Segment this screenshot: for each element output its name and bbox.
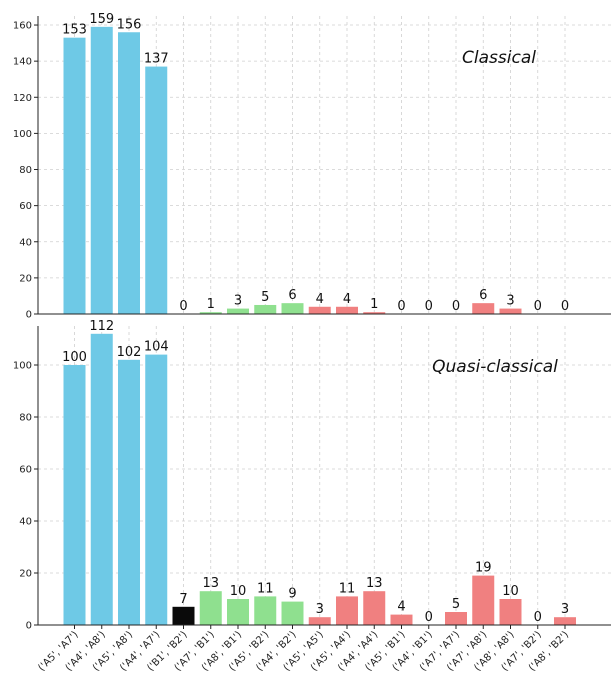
bar-value-label: 10	[502, 584, 519, 599]
y-tick-label: 100	[13, 361, 32, 372]
x-axis-tick-labels: ('A5', 'A7')('A4', 'A8')('A5', 'A8')('A4…	[36, 625, 571, 674]
bar-value-label: 13	[202, 576, 219, 591]
y-tick-label: 40	[19, 517, 32, 528]
bar-value-label: 0	[425, 610, 433, 625]
bar-value-label: 156	[117, 17, 142, 32]
y-tick-label: 80	[19, 165, 32, 176]
bar-value-label: 102	[117, 345, 142, 360]
bar-value-label: 10	[230, 584, 247, 599]
bar-value-label: 6	[288, 288, 296, 303]
bar-quasi-classical-14	[445, 612, 467, 625]
bar-classical-9	[308, 306, 331, 314]
bar-classical-7	[254, 304, 277, 314]
bar-quasi-classical-8	[281, 601, 304, 625]
bar-quasi-classical-11	[363, 591, 386, 625]
bar-value-label: 0	[425, 299, 433, 314]
bar-quasi-classical-5	[199, 591, 222, 625]
y-tick-label: 60	[19, 465, 32, 476]
bar-value-label: 19	[475, 561, 492, 576]
bar-quasi-classical-1	[90, 333, 113, 625]
bar-classical-15	[472, 303, 495, 314]
bar-classical-2	[118, 32, 140, 314]
bar-quasi-classical-18	[554, 617, 576, 625]
bar-classical-5	[199, 312, 222, 314]
bar-value-label: 3	[561, 602, 569, 617]
bar-quasi-classical-2	[118, 359, 140, 625]
bar-value-label: 0	[534, 610, 542, 625]
bar-value-label: 153	[62, 23, 87, 38]
bar-value-label: 104	[144, 340, 169, 355]
bar-quasi-classical-3	[145, 354, 168, 625]
y-tick-label: 60	[19, 201, 32, 212]
bar-value-label: 1	[370, 297, 378, 312]
y-tick-label: 120	[13, 93, 32, 104]
bar-value-label: 11	[339, 581, 356, 596]
bar-classical-10	[336, 306, 358, 314]
bar-quasi-classical-15	[472, 575, 495, 625]
bar-quasi-classical-9	[308, 617, 331, 625]
bar-quasi-classical-12	[390, 614, 413, 625]
panel-title: Classical	[462, 48, 536, 68]
y-tick-label: 20	[19, 569, 32, 580]
y-tick-label: 100	[13, 129, 32, 140]
bar-value-label: 7	[179, 592, 187, 607]
bar-value-label: 0	[561, 299, 569, 314]
bar-value-label: 0	[397, 299, 405, 314]
bar-value-label: 13	[366, 576, 383, 591]
bar-value-label: 11	[257, 581, 274, 596]
y-tick-label: 0	[26, 310, 32, 321]
bar-value-label: 3	[506, 294, 514, 309]
bar-value-label: 3	[316, 602, 324, 617]
bar-quasi-classical-7	[254, 596, 277, 625]
bar-classical-11	[363, 312, 386, 314]
bar-classical-8	[281, 303, 304, 314]
bar-quasi-classical-16	[499, 599, 522, 625]
bar-value-label: 0	[534, 299, 542, 314]
y-tick-label: 80	[19, 413, 32, 424]
bar-value-label: 137	[144, 52, 169, 67]
bar-value-label: 159	[89, 12, 114, 27]
y-tick-label: 140	[13, 57, 32, 68]
bar-value-label: 9	[288, 587, 296, 602]
y-tick-label: 160	[13, 21, 32, 32]
bar-value-label: 112	[89, 319, 114, 334]
bar-value-label: 6	[479, 288, 487, 303]
bar-quasi-classical-0	[63, 365, 86, 625]
bar-classical-1	[90, 26, 113, 314]
bar-classical-3	[145, 66, 168, 314]
bar-value-label: 0	[179, 299, 187, 314]
bar-value-label: 4	[397, 600, 405, 615]
y-tick-label: 20	[19, 273, 32, 284]
bar-value-label: 0	[452, 299, 460, 314]
bar-quasi-classical-10	[336, 596, 358, 625]
y-tick-label: 0	[26, 621, 32, 632]
bar-value-label: 4	[316, 292, 324, 307]
bar-value-label: 3	[234, 294, 242, 309]
bar-value-label: 1	[207, 297, 215, 312]
panel-title: Quasi-classical	[432, 357, 558, 377]
bar-classical-6	[227, 308, 249, 314]
bar-value-label: 100	[62, 350, 87, 365]
bar-classical-0	[63, 37, 86, 314]
y-tick-label: 40	[19, 237, 32, 248]
bar-value-label: 5	[261, 290, 269, 305]
bar-quasi-classical-4	[172, 606, 195, 625]
bar-value-label: 4	[343, 292, 351, 307]
bar-classical-16	[499, 308, 522, 314]
bar-quasi-classical-6	[227, 599, 249, 625]
bar-value-label: 5	[452, 597, 460, 612]
